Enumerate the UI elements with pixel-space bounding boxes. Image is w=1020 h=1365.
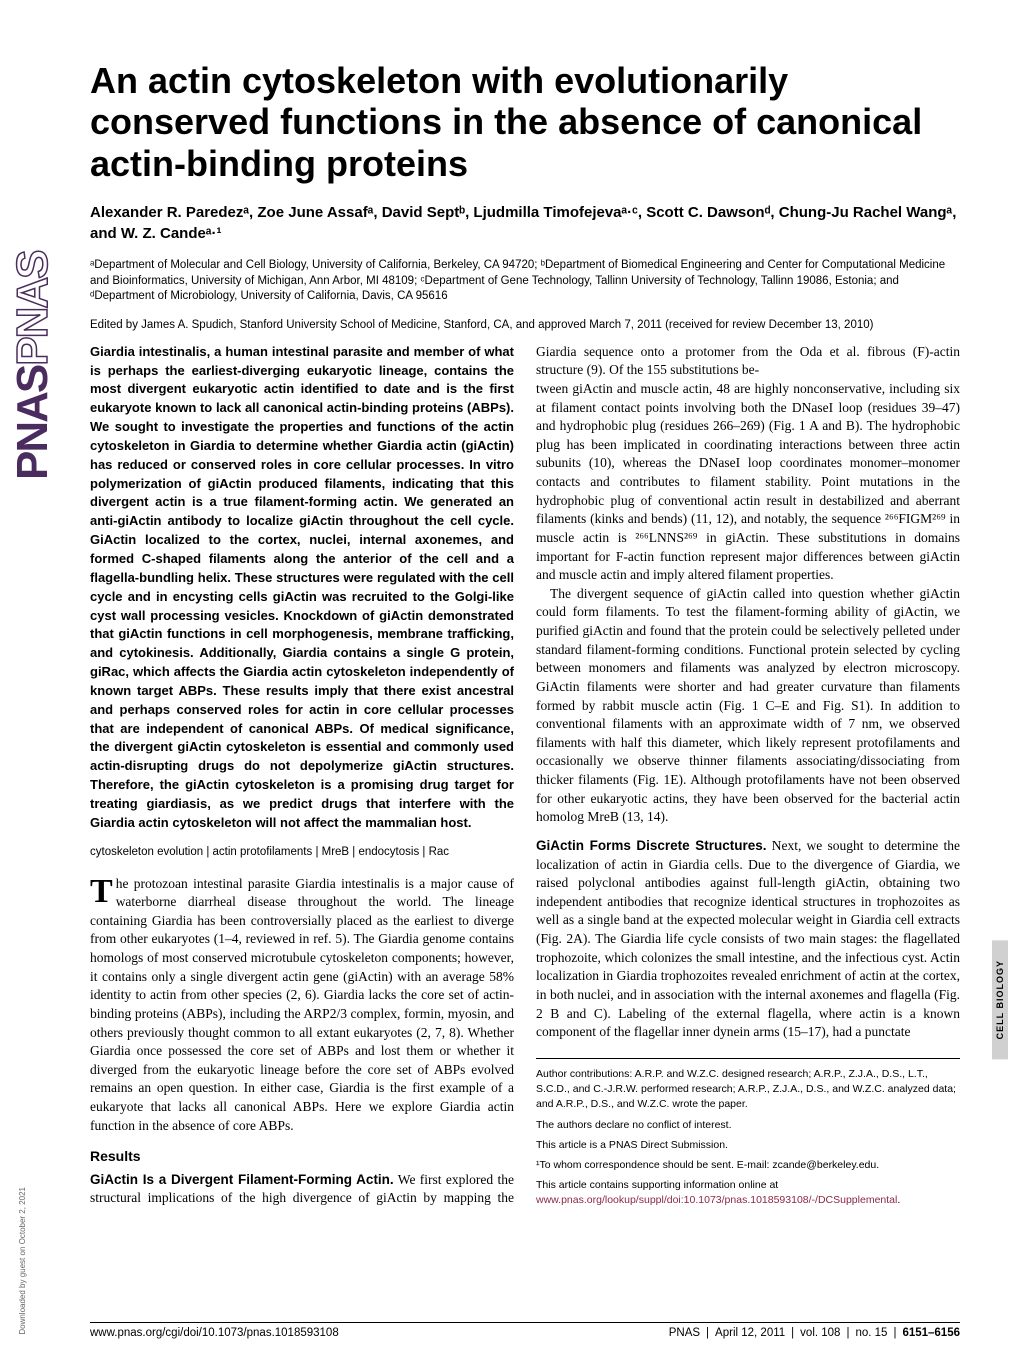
two-column-body: Giardia intestinalis, a human intestinal… xyxy=(90,343,960,1211)
author-contributions: Author contributions: A.R.P. and W.Z.C. … xyxy=(536,1067,960,1113)
author-list: Alexander R. Paredezᵃ, Zoe June Assafᵃ, … xyxy=(90,202,960,244)
footer-doi: www.pnas.org/cgi/doi/10.1073/pnas.101859… xyxy=(90,1327,339,1339)
results-heading: Results xyxy=(90,1147,514,1166)
col2-text-3: Next, we sought to determine the localiz… xyxy=(536,838,960,1039)
pnas-logo: PNASPNAS xyxy=(8,80,58,480)
conflict-statement: The authors declare no conflict of inter… xyxy=(536,1118,960,1133)
affiliations: ᵃDepartment of Molecular and Cell Biolog… xyxy=(90,258,960,305)
correspondence: ¹To whom correspondence should be sent. … xyxy=(536,1158,960,1173)
logo-solid: PNAS xyxy=(8,366,57,480)
edited-by: Edited by James A. Spudich, Stanford Uni… xyxy=(90,319,960,331)
page-footer: www.pnas.org/cgi/doi/10.1073/pnas.101859… xyxy=(90,1322,960,1339)
supplemental-link[interactable]: www.pnas.org/lookup/suppl/doi:10.1073/pn… xyxy=(536,1194,897,1206)
supplemental-info: This article contains supporting informa… xyxy=(536,1178,960,1208)
section-label: CELL BIOLOGY xyxy=(992,940,1008,1059)
intro-para-1: The protozoan intestinal parasite Giardi… xyxy=(90,875,514,1136)
page-container: PNASPNAS CELL BIOLOGY Downloaded by gues… xyxy=(0,0,1020,1365)
col2-para-1: tween giActin and muscle actin, 48 are h… xyxy=(536,380,960,585)
logo-outline: PNAS xyxy=(8,252,57,366)
footnotes: Author contributions: A.R.P. and W.Z.C. … xyxy=(536,1058,960,1209)
col2-para-3: GiActin Forms Discrete Structures. Next,… xyxy=(536,837,960,1042)
download-note: Downloaded by guest on October 2, 2021 xyxy=(18,1187,27,1335)
results-subhead-2: GiActin Forms Discrete Structures. xyxy=(536,838,767,853)
article-title: An actin cytoskeleton with evolutionaril… xyxy=(90,60,960,184)
col2-para-2: The divergent sequence of giActin called… xyxy=(536,585,960,827)
keywords: cytoskeleton evolution | actin protofila… xyxy=(90,845,514,861)
abstract: Giardia intestinalis, a human intestinal… xyxy=(90,343,514,833)
submission-type: This article is a PNAS Direct Submission… xyxy=(536,1138,960,1153)
footer-citation: PNAS|April 12, 2011|vol. 108|no. 15|6151… xyxy=(669,1327,960,1339)
results-subhead-1: GiActin Is a Divergent Filament-Forming … xyxy=(90,1172,394,1187)
